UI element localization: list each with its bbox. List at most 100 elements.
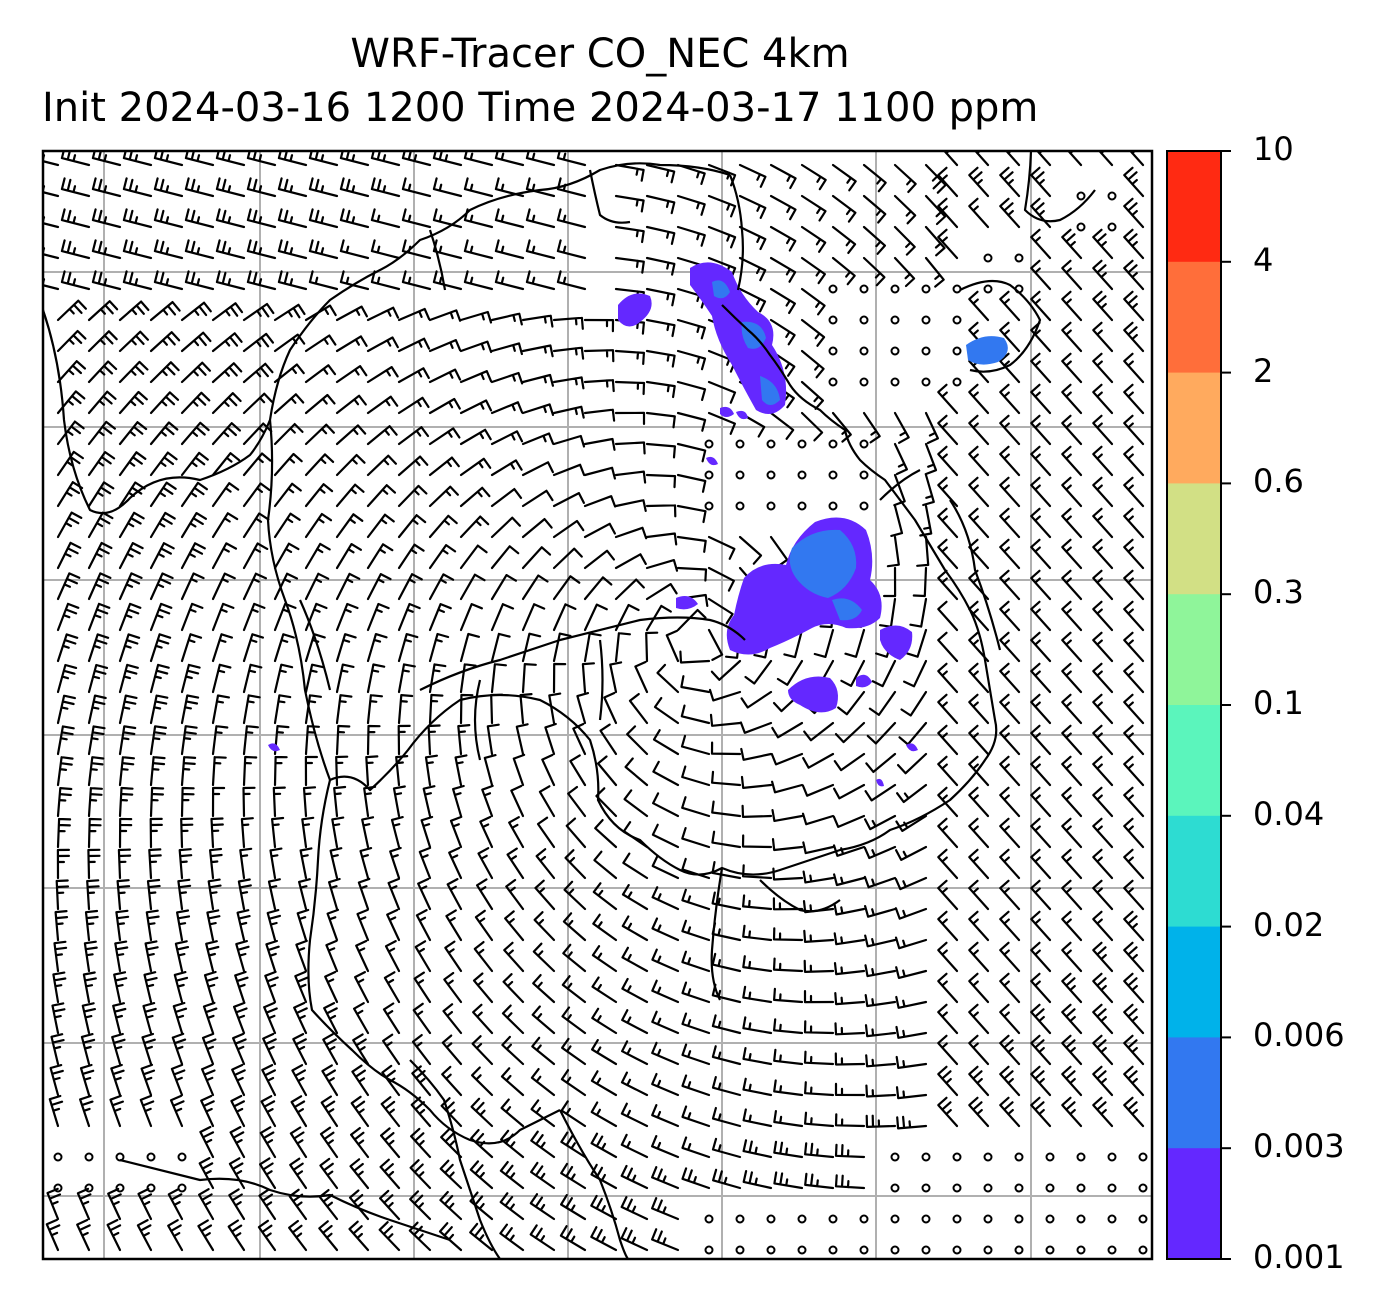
wind-barb — [742, 924, 773, 942]
wind-barb — [999, 662, 1021, 694]
wind-barb — [681, 888, 711, 911]
wind-barb — [525, 270, 556, 291]
wind-barb — [490, 459, 523, 477]
wind-barb — [170, 1063, 186, 1097]
wind-barb — [439, 1159, 463, 1190]
wind-barb — [60, 208, 91, 229]
wind-barb — [486, 723, 500, 756]
colorbar-band — [1167, 1148, 1221, 1260]
wind-barb — [180, 391, 211, 415]
wind-barb — [211, 302, 244, 322]
wind-barb — [122, 270, 153, 291]
wind-barb — [1030, 848, 1052, 880]
wind-barb — [614, 441, 646, 455]
wind-barb — [215, 208, 246, 229]
wind-barb — [583, 408, 616, 422]
wind-barb — [865, 1084, 897, 1098]
wind-barb — [968, 817, 990, 849]
wind-barb — [242, 755, 258, 787]
wind-barb — [397, 663, 416, 694]
wind-barb — [801, 812, 835, 826]
wind-barb — [1030, 972, 1052, 1004]
wind-barb — [180, 602, 204, 632]
wind-barb — [937, 724, 959, 756]
calm-wind-marker — [797, 470, 807, 480]
wind-barb — [499, 1161, 525, 1190]
wind-barb — [1123, 321, 1145, 353]
wind-barb — [614, 194, 645, 213]
wind-barb — [831, 194, 857, 223]
wind-barb — [499, 1223, 525, 1252]
wind-barb — [800, 225, 827, 253]
wind-barb — [459, 399, 493, 415]
wind-barb — [707, 380, 737, 404]
wind-barb — [599, 723, 618, 756]
wind-barb — [87, 817, 102, 849]
wind-barb — [548, 692, 562, 725]
wind-barb — [411, 1065, 432, 1097]
wind-barb — [500, 1067, 525, 1097]
wind-barb — [937, 786, 959, 818]
wind-barb — [178, 848, 193, 880]
wind-barb — [1123, 259, 1145, 291]
calm-wind-marker — [983, 284, 993, 294]
calm-wind-marker — [1014, 1214, 1024, 1224]
wind-barb — [329, 847, 343, 880]
wind-barb — [532, 942, 556, 973]
wind-barb — [1030, 941, 1052, 973]
wind-barb — [211, 663, 232, 694]
wind-barb — [230, 1094, 246, 1128]
wind-barb — [242, 332, 274, 353]
wind-barb — [122, 151, 153, 167]
wind-barb — [146, 878, 161, 911]
calm-wind-marker — [766, 1214, 776, 1224]
wind-barb — [184, 239, 215, 260]
wind-barb — [772, 927, 804, 942]
wind-barb — [1123, 507, 1145, 539]
wind-barb — [87, 572, 112, 601]
wind-barb — [273, 633, 295, 663]
wind-barb — [81, 1002, 96, 1035]
wind-barb — [937, 228, 959, 260]
wind-barb — [366, 543, 394, 570]
wind-barb — [999, 414, 1021, 446]
wind-barb — [370, 177, 401, 198]
wind-barb — [211, 362, 243, 384]
wind-barb — [833, 752, 866, 772]
wind-barb — [968, 941, 990, 973]
wind-barb — [999, 569, 1021, 601]
colorbar-band — [1167, 926, 1221, 1038]
wind-barb — [308, 239, 339, 260]
wind-barb — [294, 970, 309, 1004]
wind-barb — [198, 1157, 215, 1190]
wind-barb — [428, 309, 462, 322]
wind-barb — [471, 1066, 494, 1097]
wind-barb — [384, 940, 401, 973]
wind-barb — [180, 694, 200, 725]
wind-barb — [832, 814, 866, 828]
wind-barb — [118, 300, 150, 322]
wind-barb — [43, 216, 60, 229]
wind-barb — [552, 434, 586, 448]
wind-barb — [564, 849, 587, 880]
wind-barb — [999, 693, 1021, 725]
wind-barb — [331, 816, 345, 849]
wind-barb — [91, 270, 122, 291]
plume-southeast-patch — [788, 676, 838, 713]
wind-barb — [1092, 817, 1114, 849]
wind-barb — [508, 816, 525, 849]
wind-barb — [370, 239, 401, 260]
wind-barb — [359, 847, 373, 880]
wind-barb — [772, 867, 804, 881]
wind-barb — [86, 879, 100, 911]
wind-barb — [304, 334, 337, 353]
wind-barb — [397, 514, 427, 539]
wind-barb — [211, 633, 233, 663]
wind-barb — [246, 208, 277, 229]
wind-barb — [149, 694, 169, 725]
wind-barb — [903, 659, 928, 688]
calm-wind-marker — [859, 470, 869, 480]
wind-barb — [773, 1018, 804, 1035]
wind-barb — [308, 151, 339, 167]
wind-barb — [1092, 228, 1114, 260]
